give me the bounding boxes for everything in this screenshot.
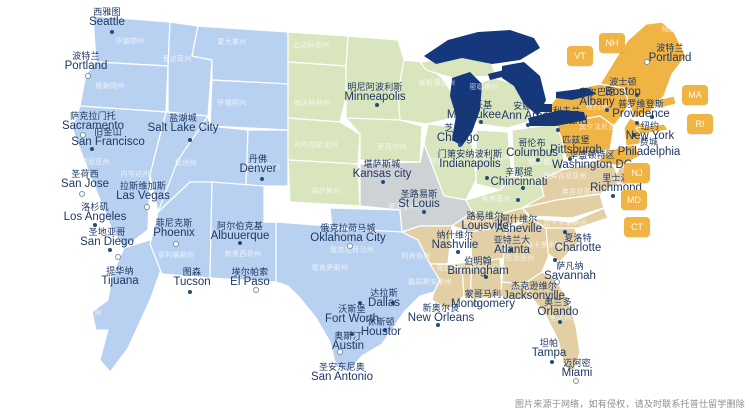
city-marker-dot[interactable] xyxy=(80,132,86,138)
city-marker-dot[interactable] xyxy=(350,332,354,336)
city-marker-dot[interactable] xyxy=(563,230,567,234)
city-marker-dot[interactable] xyxy=(605,108,609,112)
region-west xyxy=(71,15,441,373)
city-marker-dot[interactable] xyxy=(458,143,462,147)
city-marker-dot[interactable] xyxy=(110,30,114,34)
city-marker-dot[interactable] xyxy=(383,328,387,332)
city-marker-dot[interactable] xyxy=(554,279,560,285)
city-marker-dot[interactable] xyxy=(260,177,264,181)
state-abbrev-badge-ct[interactable]: CT xyxy=(624,217,650,237)
city-marker-dot[interactable] xyxy=(381,180,385,184)
city-marker-dot[interactable] xyxy=(108,248,112,252)
city-marker-dot[interactable] xyxy=(650,115,654,119)
city-marker-dot[interactable] xyxy=(485,176,489,180)
state-abbrev-badge-ma[interactable]: MA xyxy=(682,85,708,105)
city-marker-dot[interactable] xyxy=(509,248,513,252)
region-south xyxy=(400,161,621,373)
city-marker-dot[interactable] xyxy=(253,287,259,293)
city-marker-dot[interactable] xyxy=(90,147,94,151)
city-marker-dot[interactable] xyxy=(526,123,530,127)
city-marker-dot[interactable] xyxy=(556,128,560,132)
region-midwest xyxy=(287,31,567,217)
city-marker-dot[interactable] xyxy=(238,241,242,245)
city-marker-dot[interactable] xyxy=(553,258,557,262)
city-marker-dot[interactable] xyxy=(473,301,479,307)
city-marker-dot[interactable] xyxy=(635,121,639,125)
city-marker-dot[interactable] xyxy=(188,138,192,142)
city-marker-dot[interactable] xyxy=(558,320,562,324)
city-marker-dot[interactable] xyxy=(337,349,343,355)
city-marker-dot[interactable] xyxy=(173,241,179,247)
city-marker-dot[interactable] xyxy=(632,133,636,137)
city-marker-dot[interactable] xyxy=(521,186,525,190)
city-marker-dot[interactable] xyxy=(550,360,554,364)
city-marker-dot[interactable] xyxy=(573,378,579,384)
city-marker-dot[interactable] xyxy=(436,323,440,327)
city-marker-dot[interactable] xyxy=(85,73,91,79)
city-marker-dot[interactable] xyxy=(456,250,460,254)
city-marker-dot[interactable] xyxy=(347,243,353,249)
state-abbrev-badge-vt[interactable]: VT xyxy=(567,46,593,66)
city-marker-dot[interactable] xyxy=(477,225,483,231)
city-marker-dot[interactable] xyxy=(188,290,192,294)
city-marker-dot[interactable] xyxy=(391,301,395,305)
city-marker-dot[interactable] xyxy=(422,210,426,214)
state-abbrev-badge-nj[interactable]: NJ xyxy=(624,163,650,183)
city-marker-dot[interactable] xyxy=(93,223,97,227)
city-marker-dot[interactable] xyxy=(375,103,379,107)
city-marker-dot[interactable] xyxy=(611,194,615,198)
image-credit: 图片来源于网络，如有侵权，请及时联系托普仕留学删除 xyxy=(514,399,745,409)
city-marker-dot[interactable] xyxy=(115,254,121,260)
great-lakes-water xyxy=(424,30,596,146)
state-abbrev-badge-nh[interactable]: NH xyxy=(599,33,625,53)
city-marker-dot[interactable] xyxy=(484,275,488,279)
city-marker-dot[interactable] xyxy=(644,59,650,65)
city-marker-dot[interactable] xyxy=(144,204,150,210)
city-marker-dot[interactable] xyxy=(358,301,362,305)
city-marker-dot[interactable] xyxy=(479,120,483,124)
city-marker-dot[interactable] xyxy=(516,198,520,202)
city-marker-dot[interactable] xyxy=(568,157,572,161)
state-abbrev-badge-ri[interactable]: RI xyxy=(687,114,713,134)
city-marker-dot[interactable] xyxy=(635,93,639,97)
state-abbrev-badge-md[interactable]: MD xyxy=(621,190,647,210)
city-marker-dot[interactable] xyxy=(79,191,85,197)
city-marker-dot[interactable] xyxy=(536,158,540,162)
